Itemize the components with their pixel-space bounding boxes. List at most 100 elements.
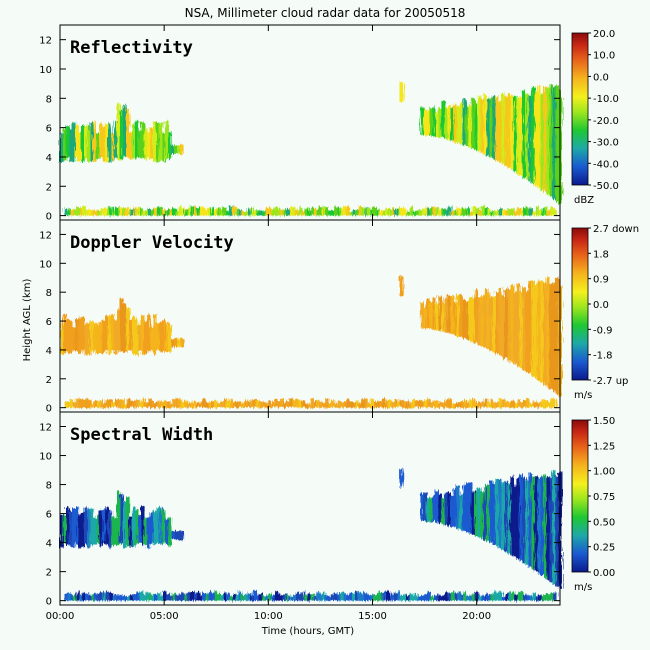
echo-strip	[505, 593, 509, 601]
echo-strip	[516, 283, 520, 367]
echo-strip	[145, 401, 149, 408]
echo-strip	[480, 295, 484, 347]
echo-strip	[120, 110, 124, 160]
echo-strip	[73, 595, 77, 601]
echo-strip	[505, 401, 509, 408]
echo-strip	[127, 595, 131, 601]
echo-strip	[268, 400, 272, 408]
echo-strip	[129, 516, 133, 547]
echo-strip	[322, 402, 326, 408]
echo-strip	[517, 399, 521, 408]
echo-strip	[163, 591, 167, 601]
echo-strip	[265, 208, 269, 216]
echo-strip	[370, 398, 374, 408]
echo-strip	[460, 401, 464, 408]
echo-strip	[96, 515, 100, 544]
echo-strip	[124, 596, 128, 601]
echo-strip	[135, 509, 139, 545]
echo-strip	[535, 402, 539, 408]
echo-strip	[100, 208, 104, 216]
echo-strip	[157, 206, 161, 216]
echo-strip	[232, 593, 236, 601]
echo-strip	[465, 301, 469, 340]
echo-strip	[117, 103, 121, 161]
echo-strip	[145, 210, 149, 216]
echo-strip	[415, 211, 419, 216]
echo-strip	[519, 474, 523, 562]
echo-strip	[169, 596, 173, 601]
echo-strip	[271, 402, 275, 408]
echo-strip	[96, 324, 100, 354]
echo-strip	[553, 209, 557, 216]
echo-strip	[132, 316, 136, 355]
echo-strip	[555, 277, 559, 394]
echo-strip	[211, 592, 215, 601]
echo-strip	[295, 398, 299, 408]
echo-strip	[187, 403, 191, 408]
echo-strip	[550, 398, 554, 408]
echo-strip	[199, 206, 203, 216]
x-tick-label: 00:00	[46, 611, 75, 622]
echo-strip	[259, 401, 263, 408]
echo-strip	[271, 209, 275, 216]
echo-strip	[298, 400, 302, 408]
echo-strip	[501, 93, 505, 165]
echo-strip	[226, 400, 230, 408]
echo-strip	[543, 86, 547, 193]
echo-strip	[502, 210, 506, 216]
echo-strip	[69, 320, 73, 354]
echo-strip	[412, 399, 416, 408]
echo-strip	[181, 401, 185, 408]
echo-strip	[400, 207, 404, 216]
echo-strip	[438, 494, 442, 524]
echo-strip	[486, 484, 490, 542]
echo-strip	[277, 401, 281, 408]
echo-strip	[165, 519, 169, 545]
echo-strip	[532, 401, 536, 408]
echo-strip	[499, 591, 503, 601]
echo-strip	[75, 507, 79, 544]
echo-strip	[403, 594, 407, 601]
echo-strip	[420, 302, 424, 329]
echo-strip	[463, 209, 467, 216]
echo-strip	[358, 402, 362, 408]
echo-strip	[310, 398, 314, 408]
echo-strip	[442, 402, 446, 408]
echo-strip	[465, 107, 469, 147]
echo-strip	[72, 508, 76, 548]
echo-strip	[109, 591, 113, 601]
colorbar	[571, 419, 589, 573]
echo-strip	[124, 207, 128, 216]
echo-strip	[373, 206, 377, 216]
echo-strip	[160, 595, 164, 601]
echo-strip	[142, 398, 146, 408]
echo-strip	[421, 401, 425, 408]
echo-strip	[471, 98, 475, 149]
echo-strip	[522, 89, 526, 178]
echo-strip	[187, 593, 191, 601]
echo-strip	[439, 595, 443, 601]
echo-strip	[462, 299, 466, 339]
echo-strip	[399, 82, 404, 103]
echo-strip	[403, 208, 407, 216]
echo-strip	[484, 398, 488, 408]
y-tick-label: 4	[46, 346, 52, 357]
echo-strip	[490, 399, 494, 408]
echo-strip	[268, 207, 272, 216]
echo-strip	[513, 292, 517, 365]
echo-strip	[469, 211, 473, 216]
echo-strip	[109, 399, 113, 408]
echo-strip	[531, 280, 535, 377]
echo-strip	[343, 401, 347, 408]
echo-strip	[495, 479, 499, 547]
echo-strip	[454, 402, 458, 408]
echo-strip	[486, 98, 490, 157]
echo-strip	[153, 510, 157, 545]
echo-strip	[432, 495, 436, 523]
echo-strip	[114, 517, 118, 545]
echo-strip	[253, 210, 257, 216]
echo-strip	[307, 210, 311, 216]
echo-strip	[238, 401, 242, 408]
echo-strip	[174, 145, 178, 154]
echo-strip	[79, 399, 83, 408]
